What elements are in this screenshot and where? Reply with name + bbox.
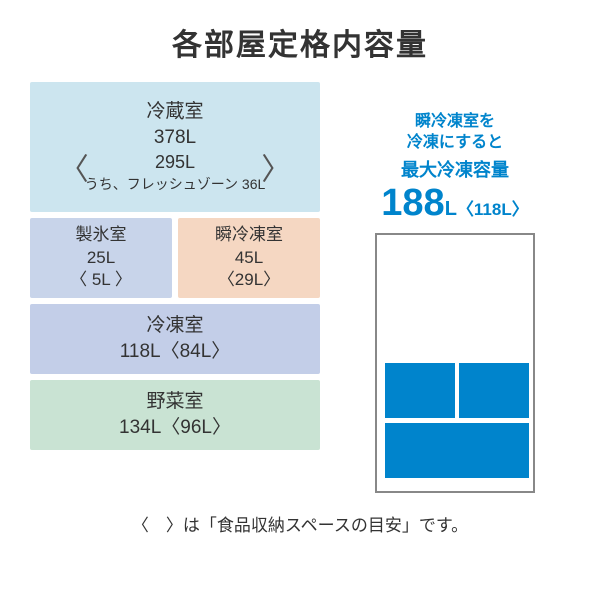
freezer-line: 118L〈84L〉 [120, 339, 231, 365]
veg-line: 134L〈96L〉 [119, 415, 231, 441]
right-big: 188L〈118L〉 [340, 182, 570, 225]
footnote: 〈 〉は「食品収納スペースの目安」です。 [30, 511, 570, 536]
fridge-sub: 295L うち、フレッシュゾーン 36L [69, 150, 282, 195]
big-number: 188 [381, 182, 444, 224]
page-title: 各部屋定格内容量 [30, 20, 570, 64]
fridge-name: 冷蔵室 [146, 99, 203, 125]
right-panel: 瞬冷凍室を 冷凍にすると 最大冷凍容量 188L〈118L〉 [340, 82, 570, 493]
fridge-sub-cap: 295L [155, 152, 195, 172]
content-area: 冷蔵室 378L 295L うち、フレッシュゾーン 36L 製氷室 25L 〈 … [30, 82, 570, 493]
fridge-capacity: 378L [154, 125, 196, 151]
ice-name: 製氷室 [76, 224, 127, 247]
freezer-block [459, 363, 529, 418]
caption-line2: 冷凍にすると [407, 134, 503, 151]
fridge-freshzone: うち、フレッシュゾーン 36L [85, 176, 266, 192]
compartments-diagram: 冷蔵室 378L 295L うち、フレッシュゾーン 36L 製氷室 25L 〈 … [30, 82, 320, 450]
compartment-quickfreeze: 瞬冷凍室 45L 〈29L〉 [178, 218, 320, 298]
freezer-block [385, 363, 455, 418]
quickfreeze-effective: 〈29L〉 [218, 269, 280, 292]
right-caption: 瞬冷凍室を 冷凍にすると [340, 112, 570, 154]
compartment-veg: 野菜室 134L〈96L〉 [30, 380, 320, 450]
ice-capacity: 25L [87, 247, 115, 270]
compartment-fridge: 冷蔵室 378L 295L うち、フレッシュゾーン 36L [30, 82, 320, 212]
quickfreeze-capacity: 45L [235, 247, 263, 270]
big-paren: 〈118L〉 [457, 200, 529, 219]
compartment-ice: 製氷室 25L 〈 5L 〉 [30, 218, 172, 298]
compartment-freezer: 冷凍室 118L〈84L〉 [30, 304, 320, 374]
freezer-name: 冷凍室 [146, 313, 203, 339]
fridge-outline [375, 233, 535, 493]
veg-name: 野菜室 [146, 389, 203, 415]
right-subtitle: 最大冷凍容量 [340, 156, 570, 182]
ice-effective: 〈 5L 〉 [70, 269, 132, 292]
caption-line1: 瞬冷凍室を [415, 113, 495, 130]
freezer-block [385, 423, 529, 478]
quickfreeze-name: 瞬冷凍室 [215, 224, 283, 247]
big-unit: L [445, 198, 457, 220]
row-ice-quickfreeze: 製氷室 25L 〈 5L 〉 瞬冷凍室 45L 〈29L〉 [30, 218, 320, 298]
